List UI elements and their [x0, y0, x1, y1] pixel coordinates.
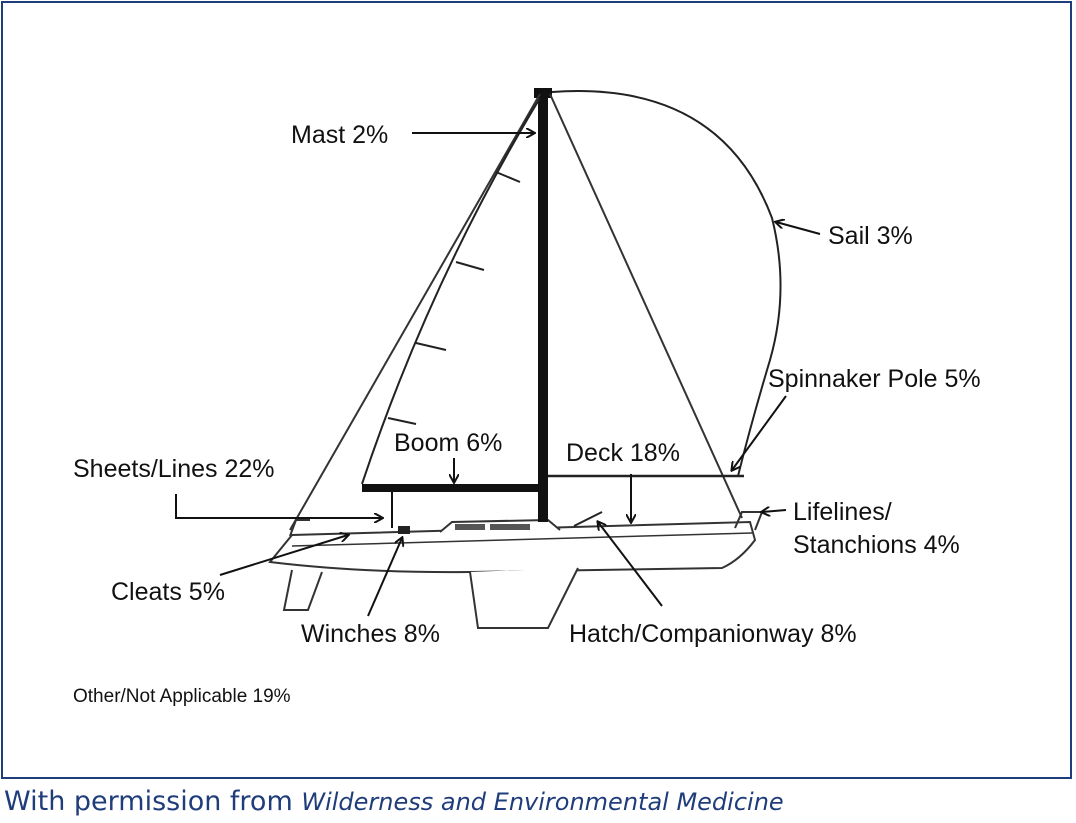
- label-boom: Boom 6%: [394, 429, 502, 457]
- label-mast: Mast 2%: [291, 121, 388, 149]
- label-spinnaker-pole: Spinnaker Pole 5%: [768, 365, 981, 393]
- arrow-spinnaker-pole: [732, 395, 787, 470]
- arrow-sail: [776, 222, 821, 235]
- label-cleats: Cleats 5%: [111, 578, 225, 606]
- label-lifelines-2: Stanchions 4%: [793, 531, 960, 559]
- label-deck: Deck 18%: [566, 439, 680, 467]
- deck-line: [573, 511, 603, 527]
- arrow-winches: [367, 538, 402, 617]
- label-sheets-lines: Sheets/Lines 22%: [73, 455, 275, 483]
- label-lifelines-1: Lifelines/: [793, 498, 892, 526]
- caption-prefix: With permission from: [4, 786, 302, 817]
- hull: [268, 511, 764, 629]
- arrow-sheets-lines: [175, 494, 382, 518]
- arrow-lifelines: [762, 510, 787, 512]
- label-winches: Winches 8%: [301, 620, 440, 648]
- figure-caption: With permission from Wilderness and Envi…: [4, 786, 784, 817]
- arrow-cleats: [219, 535, 348, 576]
- backstay: [289, 93, 541, 531]
- winch-block: [398, 526, 410, 534]
- forestay: [549, 93, 743, 519]
- spinnaker: [551, 90, 782, 477]
- caption-source: Wilderness and Environmental Medicine: [301, 788, 784, 816]
- label-other: Other/Not Applicable 19%: [73, 686, 291, 707]
- boom: [362, 484, 548, 492]
- mainsail: [361, 97, 541, 485]
- mast: [534, 88, 552, 522]
- figure-frame: [1, 1, 1072, 779]
- arrow-hatch: [598, 522, 663, 607]
- label-hatch: Hatch/Companionway 8%: [569, 620, 857, 648]
- label-sail: Sail 3%: [828, 222, 913, 250]
